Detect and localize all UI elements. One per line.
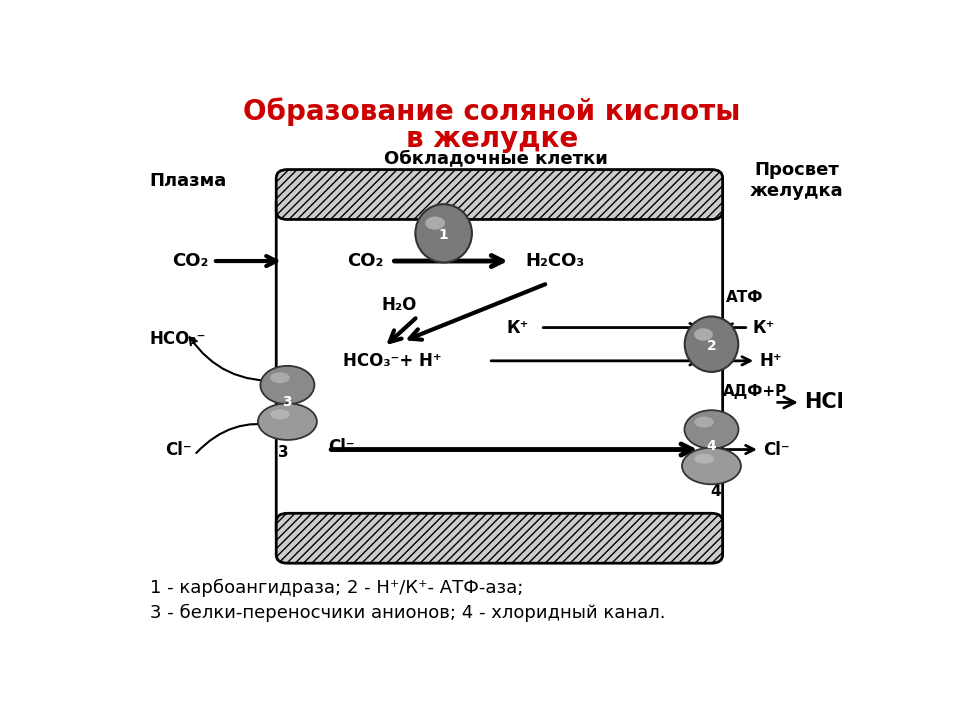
FancyBboxPatch shape	[276, 169, 723, 220]
Text: HCl: HCl	[804, 392, 844, 413]
Ellipse shape	[694, 328, 713, 341]
Ellipse shape	[694, 417, 714, 428]
Text: Cl⁻: Cl⁻	[328, 438, 355, 456]
Text: Просвет
желудка: Просвет желудка	[750, 161, 844, 200]
Text: НСО₃⁻: НСО₃⁻	[150, 330, 206, 348]
Ellipse shape	[684, 410, 738, 449]
Text: H₂CO₃: H₂CO₃	[525, 252, 585, 270]
Ellipse shape	[270, 372, 290, 383]
Text: АТФ: АТФ	[727, 289, 764, 305]
Ellipse shape	[260, 366, 315, 404]
Text: Cl⁻: Cl⁻	[165, 441, 191, 459]
Text: CO₂: CO₂	[347, 252, 383, 270]
Ellipse shape	[694, 454, 714, 464]
Ellipse shape	[258, 403, 317, 440]
Text: 1 - карбоангидраза; 2 - Н⁺/К⁺- АТФ-аза;: 1 - карбоангидраза; 2 - Н⁺/К⁺- АТФ-аза;	[150, 579, 523, 598]
FancyBboxPatch shape	[276, 193, 723, 540]
Text: 4: 4	[709, 484, 721, 499]
Text: в желудке: в желудке	[406, 125, 578, 153]
Text: АДФ+Р: АДФ+Р	[723, 384, 787, 399]
Ellipse shape	[416, 204, 472, 262]
Ellipse shape	[425, 217, 445, 230]
Text: К⁺: К⁺	[753, 318, 775, 336]
Text: 3 - белки-переносчики анионов; 4 - хлоридный канал.: 3 - белки-переносчики анионов; 4 - хлори…	[150, 604, 665, 622]
Ellipse shape	[682, 448, 741, 485]
Ellipse shape	[270, 409, 290, 419]
Text: Н⁺: Н⁺	[760, 352, 782, 370]
Text: 4: 4	[707, 439, 716, 453]
Text: К⁺: К⁺	[507, 318, 529, 336]
Text: Cl⁻: Cl⁻	[763, 441, 790, 459]
Text: 2: 2	[707, 338, 716, 353]
FancyBboxPatch shape	[276, 513, 723, 563]
Text: CO₂: CO₂	[172, 252, 208, 270]
Text: 3: 3	[282, 395, 292, 408]
Text: H₂O: H₂O	[381, 297, 417, 315]
Text: Образование соляной кислоты: Образование соляной кислоты	[243, 97, 741, 126]
Text: Обкладочные клетки: Обкладочные клетки	[384, 150, 608, 168]
Text: 1: 1	[439, 228, 448, 242]
Ellipse shape	[684, 317, 738, 372]
Text: HCO₃⁻+ H⁺: HCO₃⁻+ H⁺	[344, 352, 442, 370]
Text: 3: 3	[278, 445, 289, 460]
Text: Плазма: Плазма	[150, 171, 227, 189]
